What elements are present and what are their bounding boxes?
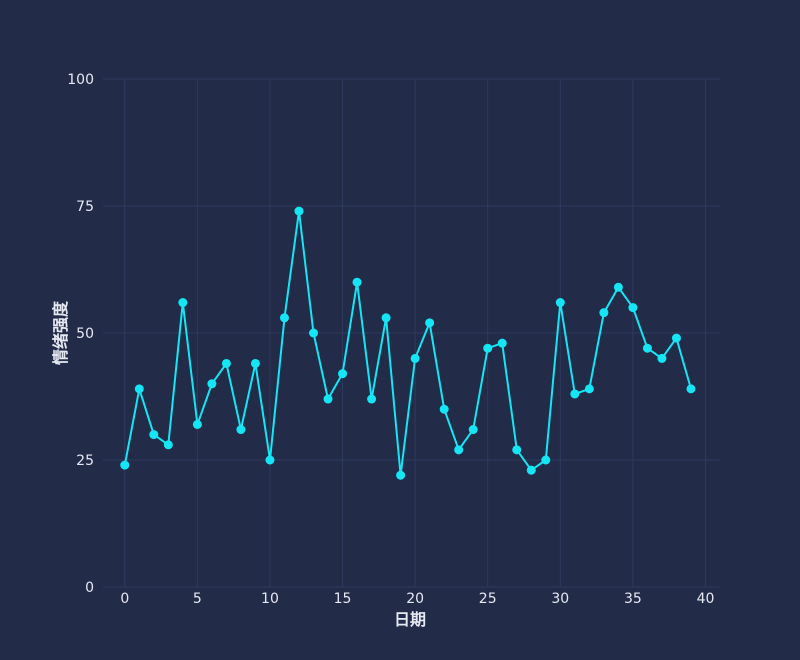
data-point bbox=[178, 298, 188, 308]
data-point bbox=[439, 404, 449, 414]
data-point bbox=[671, 333, 681, 343]
data-point bbox=[584, 384, 594, 394]
data-point bbox=[381, 313, 391, 323]
series-emotion-intensity bbox=[120, 206, 696, 480]
data-point bbox=[338, 369, 348, 379]
data-point bbox=[497, 338, 507, 348]
data-point bbox=[294, 206, 304, 216]
data-point bbox=[642, 343, 652, 353]
y-tick-label: 25 bbox=[76, 453, 94, 469]
data-point bbox=[599, 308, 609, 318]
y-tick-label: 75 bbox=[76, 199, 94, 215]
data-point bbox=[613, 282, 623, 292]
data-point bbox=[570, 389, 580, 399]
x-tick-label: 10 bbox=[261, 591, 279, 607]
data-point bbox=[555, 298, 565, 308]
data-point bbox=[134, 384, 144, 394]
x-tick-label: 20 bbox=[406, 591, 424, 607]
data-point bbox=[425, 318, 435, 328]
data-point bbox=[309, 328, 319, 338]
x-axis-title: 日期 bbox=[394, 610, 426, 629]
y-tick-label: 100 bbox=[67, 72, 94, 88]
x-tick-label: 0 bbox=[120, 591, 129, 607]
data-point bbox=[396, 470, 406, 480]
data-point bbox=[352, 277, 362, 287]
x-tick-label: 25 bbox=[479, 591, 497, 607]
x-tick-label: 15 bbox=[334, 591, 352, 607]
data-point bbox=[541, 455, 551, 465]
y-tick-label: 0 bbox=[85, 580, 94, 596]
y-axis-title: 情绪强度 bbox=[51, 300, 70, 365]
data-point bbox=[221, 358, 231, 368]
data-point bbox=[279, 313, 289, 323]
data-point bbox=[512, 445, 522, 455]
data-point bbox=[250, 358, 260, 368]
data-point bbox=[120, 460, 130, 470]
data-point bbox=[410, 353, 420, 363]
data-point bbox=[686, 384, 696, 394]
data-point bbox=[323, 394, 333, 404]
data-point bbox=[163, 440, 173, 450]
data-point bbox=[454, 445, 464, 455]
data-point bbox=[192, 419, 202, 429]
x-tick-label: 35 bbox=[624, 591, 642, 607]
data-point bbox=[236, 425, 246, 435]
x-tick-label: 40 bbox=[697, 591, 715, 607]
data-point bbox=[483, 343, 493, 353]
data-point bbox=[265, 455, 275, 465]
x-tick-label: 30 bbox=[551, 591, 569, 607]
series-line bbox=[123, 210, 692, 477]
y-tick-label: 50 bbox=[76, 326, 94, 342]
data-point bbox=[628, 303, 638, 313]
data-point bbox=[468, 425, 478, 435]
data-point bbox=[526, 465, 536, 475]
x-tick-label: 5 bbox=[193, 591, 202, 607]
data-point bbox=[367, 394, 377, 404]
grid bbox=[103, 78, 720, 588]
data-point bbox=[149, 430, 159, 440]
data-point bbox=[657, 353, 667, 363]
data-point bbox=[207, 379, 217, 389]
tick-labels: 0 25 50 75 100 0 5 10 15 20 25 30 35 40 bbox=[67, 72, 714, 607]
